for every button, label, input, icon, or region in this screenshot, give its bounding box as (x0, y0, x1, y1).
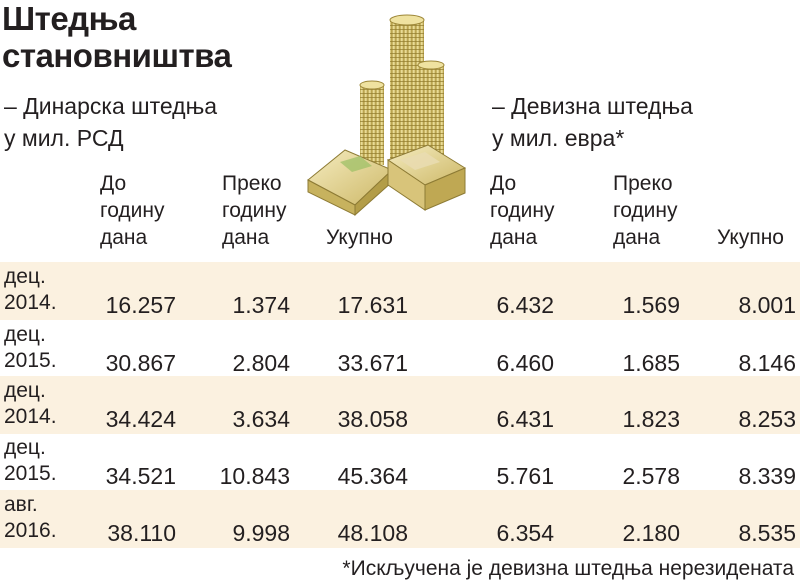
period-month: дец. (4, 323, 46, 346)
period-year: 2016. (4, 519, 57, 542)
dinar-savings-header: – Динарска штедња у мил. РСД (4, 90, 217, 154)
cell-fx-up-to-year: 6.432 (496, 292, 554, 318)
cell-dinar-over-year: 1.374 (232, 292, 290, 318)
cell-fx-total: 8.001 (738, 292, 796, 318)
cell-dinar-total: 33.671 (337, 350, 408, 376)
cell-fx-over-year: 2.180 (622, 520, 680, 546)
cell-fx-over-year: 1.823 (622, 406, 680, 432)
period-year: 2014. (4, 405, 57, 428)
col-head-line: годину (490, 199, 555, 222)
table-row: авг. 2016. 38.110 9.998 48.108 6.354 2.1… (0, 490, 800, 548)
coins-illustration-icon (307, 14, 467, 217)
row-period: дец. 2015. (4, 435, 57, 487)
col-head-line: дана (222, 226, 270, 249)
cell-dinar-total: 48.108 (337, 520, 408, 546)
cell-fx-over-year: 2.578 (622, 463, 680, 489)
cell-dinar-over-year: 9.998 (232, 520, 290, 546)
title-line-1: Штедња (2, 0, 136, 37)
row-period: авг. 2016. (4, 492, 57, 544)
dinar-col-over-year: Преко годину дана (222, 170, 287, 251)
row-period: дец. 2014. (4, 378, 57, 430)
fx-col-over-year: Преко годину дана (613, 170, 678, 251)
cell-fx-up-to-year: 6.354 (496, 520, 554, 546)
period-month: дец. (4, 379, 46, 402)
col-head-line: годину (613, 199, 678, 222)
cell-dinar-up-to-year: 34.521 (105, 463, 176, 489)
fx-savings-title: – Девизна штедња (492, 93, 693, 119)
cell-dinar-over-year: 10.843 (219, 463, 290, 489)
cell-dinar-total: 38.058 (337, 406, 408, 432)
dinar-col-total: Укупно (326, 226, 393, 249)
cell-dinar-up-to-year: 38.110 (107, 520, 176, 546)
col-head-line: Преко (222, 172, 282, 195)
title-line-2: становништва (2, 37, 232, 74)
cell-dinar-over-year: 2.804 (232, 350, 290, 376)
dinar-col-up-to-year: До годину дана (100, 170, 165, 251)
period-month: авг. (4, 493, 38, 516)
cell-fx-up-to-year: 6.460 (496, 350, 554, 376)
cell-fx-over-year: 1.685 (622, 350, 680, 376)
footnote: *Искључена је девизна штедња нерезиденат… (342, 557, 794, 580)
cell-dinar-up-to-year: 30.867 (105, 350, 176, 376)
table-row: дец. 2015. 30.867 2.804 33.671 6.460 1.6… (0, 320, 800, 378)
period-month: дец. (4, 436, 46, 459)
cell-fx-up-to-year: 5.761 (496, 463, 554, 489)
cell-fx-total: 8.535 (738, 520, 796, 546)
cell-dinar-up-to-year: 16.257 (105, 292, 176, 318)
col-head-line: дана (613, 226, 661, 249)
col-head-line: Преко (613, 172, 673, 195)
period-year: 2015. (4, 349, 57, 372)
col-head-line: До (100, 172, 127, 195)
cell-dinar-over-year: 3.634 (232, 406, 290, 432)
col-head-line: дана (100, 226, 148, 249)
fx-savings-header: – Девизна штедња у мил. евра* (492, 90, 693, 154)
fx-col-up-to-year: До годину дана (490, 170, 555, 251)
period-year: 2015. (4, 462, 57, 485)
col-head-line: дана (490, 226, 538, 249)
cell-fx-total: 8.339 (738, 463, 796, 489)
cell-dinar-up-to-year: 34.424 (105, 406, 176, 432)
col-head-line: годину (100, 199, 165, 222)
row-period: дец. 2014. (4, 264, 57, 316)
table-row: дец. 2014. 16.257 1.374 17.631 6.432 1.5… (0, 262, 800, 320)
cell-fx-over-year: 1.569 (622, 292, 680, 318)
period-month: дец. (4, 265, 46, 288)
table-row: дец. 2014. 34.424 3.634 38.058 6.431 1.8… (0, 376, 800, 434)
period-year: 2014. (4, 291, 57, 314)
dinar-savings-unit: у мил. РСД (4, 125, 124, 151)
cell-dinar-total: 45.364 (337, 463, 408, 489)
col-head-line: До (490, 172, 517, 195)
col-head-line: годину (222, 199, 287, 222)
cell-fx-total: 8.253 (738, 406, 796, 432)
fx-savings-unit: у мил. евра* (492, 125, 625, 151)
dinar-savings-title: – Динарска штедња (4, 93, 218, 119)
page-title: Штедња становништва (2, 0, 232, 74)
row-period: дец. 2015. (4, 322, 57, 374)
table-row: дец. 2015. 34.521 10.843 45.364 5.761 2.… (0, 433, 800, 491)
cell-dinar-total: 17.631 (337, 292, 408, 318)
cell-fx-total: 8.146 (738, 350, 796, 376)
cell-fx-up-to-year: 6.431 (496, 406, 554, 432)
fx-col-total: Укупно (717, 226, 784, 249)
